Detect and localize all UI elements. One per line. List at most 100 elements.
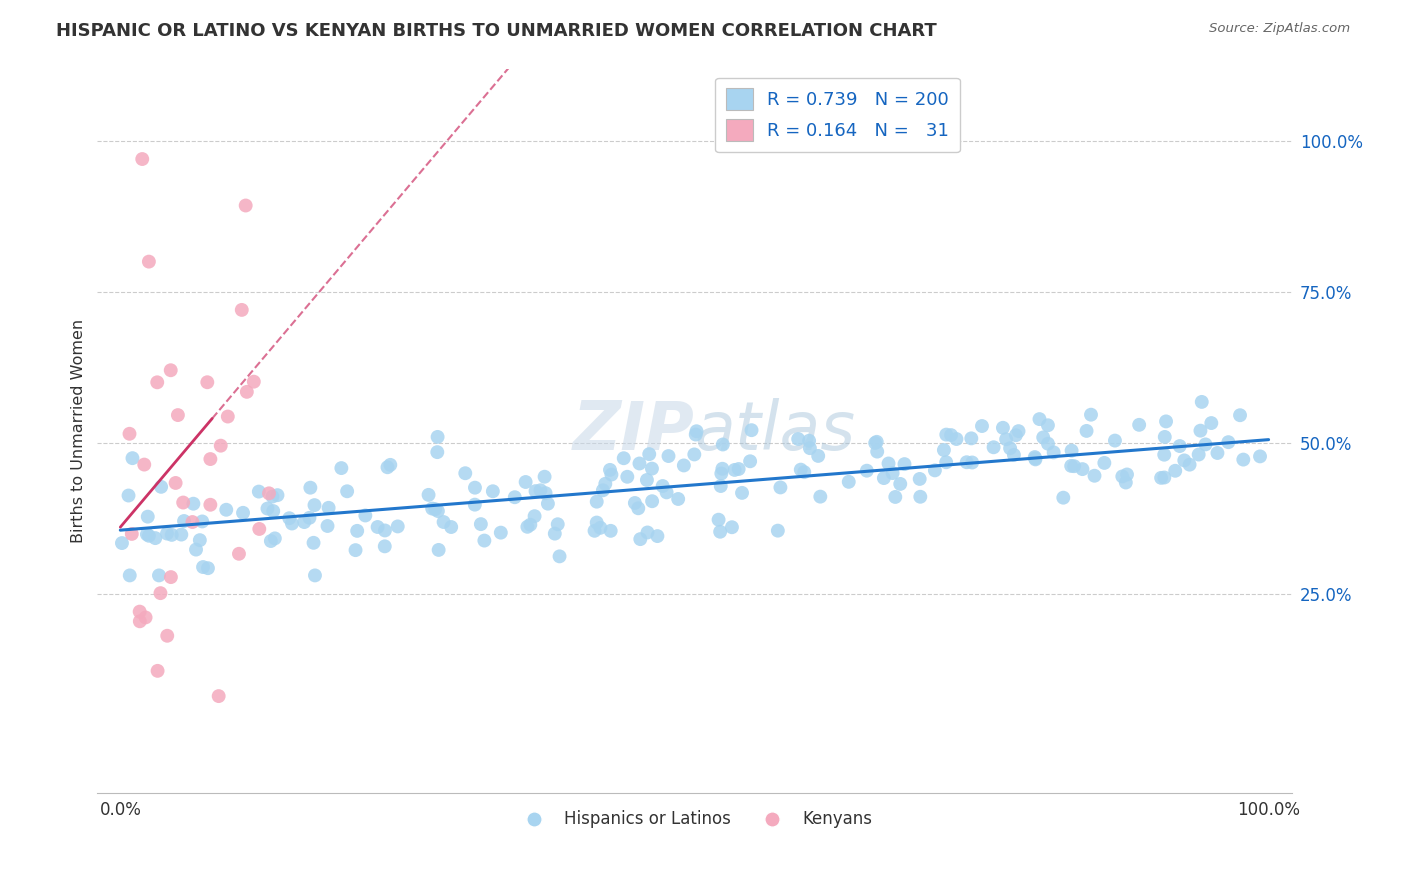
Point xyxy=(793,465,815,479)
Point xyxy=(464,498,486,512)
Point xyxy=(183,497,205,511)
Point xyxy=(721,520,744,534)
Point xyxy=(960,455,983,469)
Point xyxy=(711,462,734,476)
Point xyxy=(1232,452,1254,467)
Point xyxy=(136,509,159,524)
Point xyxy=(1173,453,1195,467)
Point xyxy=(278,511,301,525)
Point xyxy=(432,515,454,529)
Point xyxy=(595,476,617,491)
Point xyxy=(426,445,449,459)
Point xyxy=(336,484,359,499)
Point xyxy=(263,532,285,546)
Point xyxy=(960,431,983,445)
Point xyxy=(1218,435,1240,450)
Point xyxy=(121,527,143,541)
Point xyxy=(863,436,886,450)
Point xyxy=(1116,467,1139,482)
Point xyxy=(1036,436,1059,450)
Point xyxy=(420,501,443,516)
Point xyxy=(138,529,160,543)
Point xyxy=(956,455,979,469)
Point xyxy=(707,513,730,527)
Point xyxy=(1092,456,1115,470)
Point xyxy=(1194,437,1216,451)
Point xyxy=(534,486,557,500)
Point xyxy=(304,498,326,512)
Point xyxy=(148,568,170,582)
Point xyxy=(344,543,367,558)
Point xyxy=(1154,414,1177,428)
Point xyxy=(797,434,820,448)
Point xyxy=(628,457,651,471)
Point xyxy=(172,495,194,509)
Point xyxy=(243,375,266,389)
Point xyxy=(138,254,160,268)
Point xyxy=(299,481,322,495)
Point xyxy=(418,488,440,502)
Point xyxy=(529,483,551,498)
Point xyxy=(260,534,283,549)
Point xyxy=(1036,418,1059,433)
Point xyxy=(256,501,278,516)
Point xyxy=(589,521,612,535)
Point xyxy=(970,419,993,434)
Point xyxy=(489,525,512,540)
Point xyxy=(624,496,647,510)
Point xyxy=(592,483,614,498)
Point xyxy=(167,408,190,422)
Point xyxy=(1032,430,1054,444)
Point xyxy=(146,376,169,390)
Point xyxy=(482,484,505,499)
Point xyxy=(121,451,143,466)
Point xyxy=(651,479,673,493)
Point xyxy=(787,432,810,446)
Text: atlas: atlas xyxy=(695,398,856,464)
Point xyxy=(910,490,932,504)
Point xyxy=(426,430,449,444)
Point xyxy=(1191,395,1213,409)
Point xyxy=(298,511,321,525)
Point xyxy=(683,447,706,461)
Point xyxy=(217,409,239,424)
Point xyxy=(149,586,172,600)
Point xyxy=(1076,424,1098,438)
Point xyxy=(685,424,707,438)
Point xyxy=(935,427,957,442)
Point xyxy=(191,515,214,529)
Point xyxy=(156,629,179,643)
Y-axis label: Births to Unmarried Women: Births to Unmarried Women xyxy=(72,318,86,542)
Point xyxy=(884,490,907,504)
Point xyxy=(1024,450,1046,464)
Point xyxy=(150,480,173,494)
Point xyxy=(1080,408,1102,422)
Point xyxy=(128,615,150,629)
Point xyxy=(893,457,915,471)
Point xyxy=(1042,445,1064,459)
Point xyxy=(235,198,257,212)
Point xyxy=(111,536,134,550)
Point xyxy=(599,463,621,477)
Point xyxy=(866,444,889,458)
Point xyxy=(995,432,1018,446)
Point xyxy=(128,605,150,619)
Point xyxy=(945,432,967,446)
Point xyxy=(647,529,669,543)
Point xyxy=(1178,458,1201,472)
Point xyxy=(585,494,607,508)
Point xyxy=(613,451,636,466)
Point xyxy=(181,515,204,529)
Point xyxy=(515,475,537,489)
Point xyxy=(935,455,957,469)
Point xyxy=(685,427,707,442)
Point xyxy=(367,520,389,534)
Point xyxy=(135,610,157,624)
Point xyxy=(766,524,789,538)
Point xyxy=(524,484,547,499)
Point xyxy=(616,470,638,484)
Point xyxy=(1188,448,1211,462)
Point xyxy=(600,467,623,482)
Point xyxy=(266,488,288,502)
Point xyxy=(1028,412,1050,426)
